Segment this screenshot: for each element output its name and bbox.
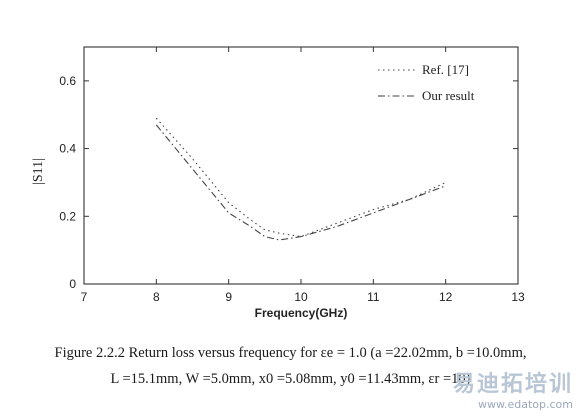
chart: 7 8 9 10 11 12 13 0 0.2 0.4 0.6 Frequency(GHz) |S11|… <box>31 46 525 320</box>
y-tick-label: 0.6 <box>59 74 76 88</box>
x-tick-label: 9 <box>225 290 232 304</box>
y-tick-label: 0.4 <box>59 142 76 156</box>
plot-frame <box>83 46 519 285</box>
x-tick-label: 13 <box>511 290 525 304</box>
x-tick-label: 10 <box>294 290 308 304</box>
series-line-1 <box>155 117 446 238</box>
figure-caption-line-1: Figure 2.2.2 Return loss versus frequenc… <box>54 345 527 361</box>
y-axis-label: |S11| <box>31 158 46 185</box>
figure-caption-line-2: L =15.1mm, W =5.0mm, x0 =5.08mm, y0 =11.… <box>110 371 471 387</box>
legend-label-1: Ref. [17] <box>422 62 469 77</box>
x-tick-label: 7 <box>81 290 88 304</box>
y-tick-label: 0 <box>69 277 76 291</box>
x-tick-label: 8 <box>153 290 160 304</box>
y-tick-label: 0.2 <box>59 209 76 223</box>
x-tick-label: 12 <box>439 290 453 304</box>
watermark-brand: 易迪拓培训 <box>452 372 573 397</box>
watermark-url: www.edatop.com <box>478 398 573 411</box>
x-tick-label: 11 <box>367 290 380 304</box>
series-line-2 <box>155 124 446 241</box>
x-axis-label: Frequency(GHz) <box>255 306 348 320</box>
legend-label-2: Our result <box>422 88 475 103</box>
